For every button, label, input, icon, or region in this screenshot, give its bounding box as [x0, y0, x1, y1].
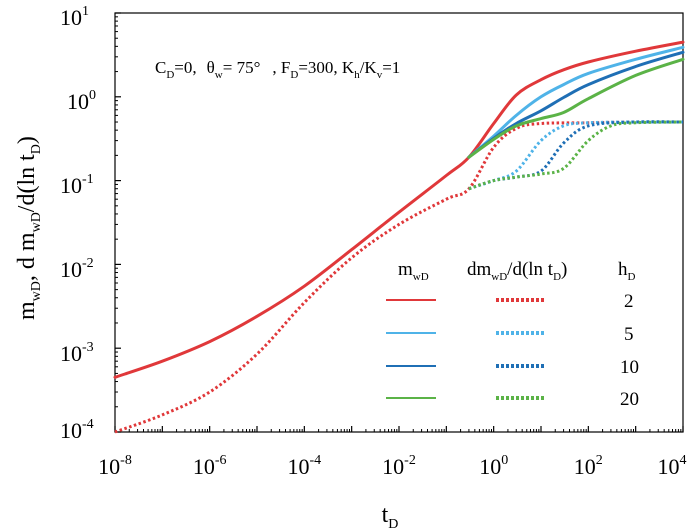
y-tick-labels: 10-4 10-3 10-2 10-1 100 101 [60, 4, 96, 443]
series-layer [113, 40, 685, 434]
legend-label-hd2: 2 [624, 291, 634, 312]
parameter-annotation: CD=0, θw= 75°, FD=300, Kh/Kv=1 [155, 58, 400, 81]
x-tick-label: 10-4 [287, 453, 321, 479]
legend-header-mwd: mwD [398, 259, 429, 283]
y-tick-label: 10-3 [60, 340, 94, 366]
y-axis-title: mwD, d mwD/d(ln tD) [14, 136, 44, 320]
y-tick-label: 101 [60, 4, 89, 30]
x-tick-label: 102 [574, 453, 603, 479]
derivative-curve-0 [114, 120, 684, 434]
x-tick-label: 10-6 [193, 453, 227, 479]
mwd-curve-5 [467, 45, 685, 159]
y-tick-label: 100 [67, 88, 96, 114]
y-tick-label: 10-1 [60, 172, 94, 198]
derivative-curve-3 [468, 120, 684, 191]
x-tick-label: 10-2 [382, 453, 416, 479]
legend-label-hd5: 5 [624, 324, 634, 345]
legend-header-derivative: dmwD/d(ln tD) [467, 259, 567, 283]
y-ticks [115, 12, 121, 433]
x-tick-label: 10-8 [98, 453, 132, 479]
mwd-curve-7 [467, 57, 685, 159]
x-tick-labels: 10-8 10-6 10-4 10-2 100 102 104 [98, 453, 686, 479]
legend-label-hd20: 20 [620, 389, 639, 410]
x-ticks [114, 426, 684, 432]
legend: mwD dmwD/d(ln tD) hD 2 5 10 20 [386, 259, 639, 410]
y-tick-label: 10-2 [60, 256, 94, 282]
derivative-curve-1 [468, 120, 684, 191]
y-tick-label: 10-4 [60, 417, 94, 443]
x-tick-label: 104 [658, 453, 687, 479]
x-axis-title: tD [382, 502, 399, 532]
mwd-curve-4 [113, 40, 685, 379]
x-tick-label: 100 [479, 453, 508, 479]
derivative-curve-2 [468, 120, 684, 191]
legend-header-hd: hD [618, 259, 636, 283]
legend-label-hd10: 10 [620, 357, 639, 378]
